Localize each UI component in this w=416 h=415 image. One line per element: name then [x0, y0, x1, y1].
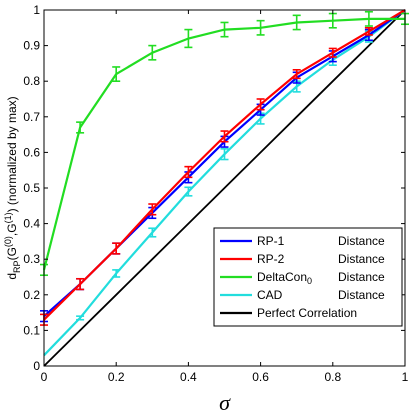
error-bar: [148, 227, 157, 238]
error-bar: [256, 19, 265, 36]
x-tick-label: 1: [402, 370, 409, 384]
error-bar: [112, 242, 121, 255]
x-tick-label: 0: [41, 370, 48, 384]
series-line: [43, 9, 406, 367]
error-bar: [292, 14, 301, 31]
y-tick-label: 0.4: [23, 217, 40, 231]
legend-label-suffix: Distance: [338, 252, 385, 266]
error-bar: [76, 315, 85, 321]
error-bar: [112, 66, 121, 82]
y-tick-label: 0.6: [23, 145, 40, 159]
series-rp-2: [40, 9, 406, 326]
error-bar: [184, 186, 193, 197]
error-bar: [76, 277, 85, 291]
y-tick-label: 0.5: [23, 181, 40, 195]
y-axis-title-part: ,G: [5, 223, 19, 236]
y-axis-title: dRP(G(0),G(1)) (normalized by max): [3, 96, 22, 279]
legend-label: CAD: [257, 288, 283, 302]
error-bar: [112, 269, 121, 278]
y-axis-title-part: (0): [3, 236, 13, 247]
y-tick-label: 0.2: [23, 288, 40, 302]
legend-label-suffix: Distance: [338, 234, 385, 248]
plot-area: [40, 9, 409, 367]
legend-entry: Perfect Correlation: [220, 306, 357, 320]
series-perfect-correlation: [43, 9, 406, 367]
error-bar: [148, 203, 157, 216]
error-bar: [220, 21, 229, 38]
error-bar: [184, 165, 193, 179]
legend-label-subscript: 0: [307, 276, 312, 286]
axes: 0 0.2 0.4 0.6 0.8 1 0 0.1 0.2 0.3 0.4 0.5 0.6 0.7 0.8 0…: [23, 3, 408, 384]
legend-entry: DeltaCon0 Distance: [220, 270, 385, 286]
x-tick-label: 0.2: [108, 370, 125, 384]
y-axis-title-part: (1): [3, 212, 13, 223]
error-bar: [364, 10, 373, 27]
legend-label: RP-1: [257, 234, 285, 248]
error-bar: [364, 26, 373, 36]
error-bar: [148, 44, 157, 61]
y-tick-label: 0: [33, 359, 40, 373]
error-bar: [184, 28, 193, 49]
legend-entry: CAD Distance: [220, 288, 385, 302]
legend-label: Perfect Correlation: [257, 306, 357, 320]
error-bar: [220, 148, 229, 161]
y-tick-label: 0.7: [23, 110, 40, 124]
legend-entry: RP-1 Distance: [220, 234, 385, 248]
error-bar: [328, 47, 337, 58]
y-tick-label: 0.3: [23, 252, 40, 266]
y-axis-title-part: (G: [5, 247, 19, 260]
x-tick-label: 0.8: [324, 370, 341, 384]
y-axis-title-part: d: [5, 273, 19, 280]
legend: RP-1 Distance RP-2 Distance DeltaCon0 Distanc…: [213, 227, 403, 327]
legend-label-suffix: Distance: [338, 270, 385, 284]
y-axis-title-part: ) (normalized by max): [5, 96, 19, 212]
x-tick-label: 0.6: [252, 370, 269, 384]
legend-label: DeltaCon0: [257, 270, 312, 286]
series-cad: [43, 9, 406, 357]
legend-entry: RP-2 Distance: [220, 252, 385, 266]
error-bar: [220, 130, 229, 143]
y-tick-label: 0.1: [23, 323, 40, 337]
y-axis-title-part: RP: [12, 260, 22, 273]
y-tick-label: 1: [33, 3, 40, 17]
y-tick-label: 0.8: [23, 74, 40, 88]
legend-label-suffix: Distance: [338, 288, 385, 302]
error-bar: [256, 98, 265, 111]
y-tick-label: 0.9: [23, 39, 40, 53]
x-tick-label: 0.4: [180, 370, 197, 384]
error-bar: [292, 69, 301, 80]
error-bar: [76, 121, 85, 134]
x-axis-title: σ: [219, 390, 231, 415]
legend-label: RP-2: [257, 252, 285, 266]
